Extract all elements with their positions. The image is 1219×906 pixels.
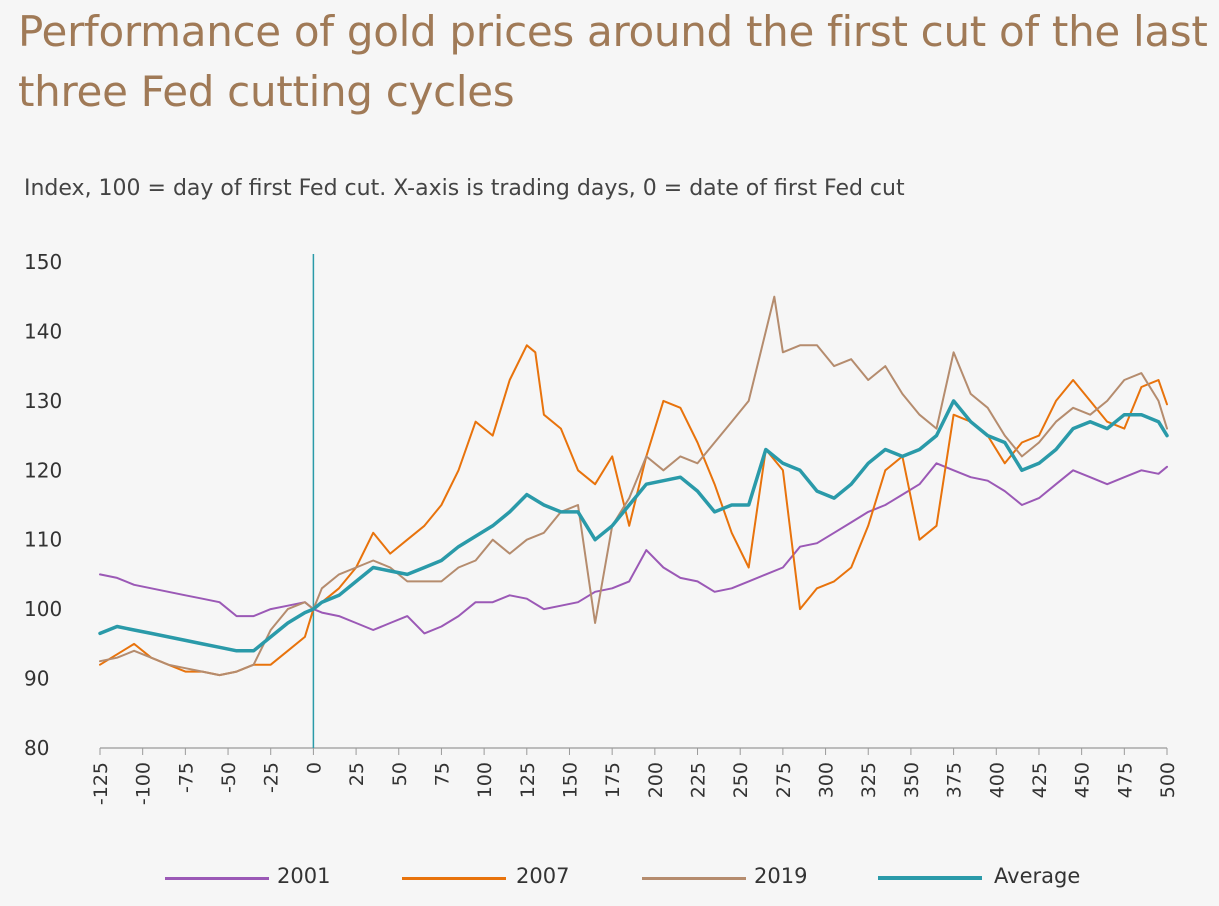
x-tick-label: 225 (688, 762, 710, 798)
series-line-2001 (99, 462, 1168, 635)
chart-title: Performance of gold prices around the fi… (18, 7, 1208, 116)
x-tick-label: -100 (133, 762, 155, 805)
legend-item-average: Average (878, 862, 1098, 896)
x-tick-label: 125 (517, 762, 539, 798)
y-tick-label: 80 (24, 736, 49, 760)
legend-label-2007: 2007 (516, 864, 570, 888)
chart-subtitle: Index, 100 = day of first Fed cut. X-axi… (24, 176, 905, 201)
legend-swatch-2001 (165, 877, 269, 880)
x-tick-label: 100 (474, 762, 496, 798)
x-tick-label: 25 (346, 762, 368, 786)
x-tick-label: 350 (901, 762, 923, 798)
x-tick-label: 300 (816, 762, 838, 798)
x-tick-label: -75 (175, 762, 197, 793)
legend-swatch-2007 (402, 877, 506, 880)
x-tick-label: 400 (986, 762, 1008, 798)
x-tick-label: 175 (602, 762, 624, 798)
x-tick-label: 150 (559, 762, 581, 798)
y-tick-label: 120 (24, 458, 62, 482)
x-tick-label: 75 (431, 762, 453, 786)
legend-item-2007: 2007 (402, 862, 582, 896)
y-tick-label: 100 (24, 597, 62, 621)
x-tick-label: 250 (730, 762, 752, 798)
y-tick-label: 130 (24, 389, 62, 413)
legend-swatch-2019 (642, 877, 746, 880)
x-tick-label: -50 (218, 762, 240, 793)
series-lines (98, 295, 1169, 677)
legend-item-2019: 2019 (642, 862, 822, 896)
x-tick-label: 200 (645, 762, 667, 798)
x-tick-label: 50 (389, 762, 411, 786)
y-tick-label: 140 (24, 319, 62, 343)
x-tick-label: 275 (773, 762, 795, 798)
legend: 2001 2007 2019 Average (0, 862, 1219, 896)
series-line-2019 (99, 295, 1168, 677)
series-line-2007 (99, 344, 1168, 677)
y-tick-label: 90 (24, 667, 49, 691)
legend-label-average: Average (994, 864, 1081, 888)
x-tick-label: -25 (261, 762, 283, 793)
legend-label-2001: 2001 (277, 864, 331, 888)
legend-label-2019: 2019 (754, 864, 808, 888)
x-tick-label: 425 (1029, 762, 1051, 798)
x-tick-label: 325 (858, 762, 880, 798)
legend-swatch-average (878, 876, 982, 880)
axes: 80 90 100 110 120 130 140 150 -125 -100 -75 -50 -25 0… (24, 250, 1179, 805)
y-tick-label: 110 (24, 528, 62, 552)
legend-item-2001: 2001 (165, 862, 345, 896)
series-line-average (98, 399, 1169, 653)
x-tick-label: 500 (1157, 762, 1179, 798)
x-tick-label: 450 (1072, 762, 1094, 798)
x-tick-label: 0 (303, 762, 325, 774)
x-tick-label: -125 (90, 762, 112, 805)
y-tick-label: 150 (24, 250, 62, 274)
x-tick-label: 375 (944, 762, 966, 798)
x-tick-label: 475 (1114, 762, 1136, 798)
